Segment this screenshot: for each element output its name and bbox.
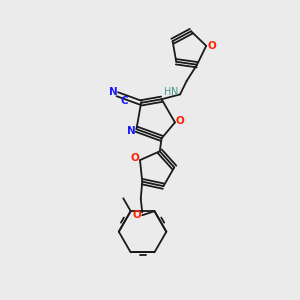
Text: O: O [207,41,216,51]
Text: H: H [164,87,171,97]
Text: N: N [110,87,118,97]
Text: N: N [171,87,178,97]
Text: O: O [133,210,141,220]
Text: O: O [130,153,139,163]
Text: N: N [127,126,136,136]
Text: O: O [176,116,185,126]
Text: C: C [120,96,128,106]
